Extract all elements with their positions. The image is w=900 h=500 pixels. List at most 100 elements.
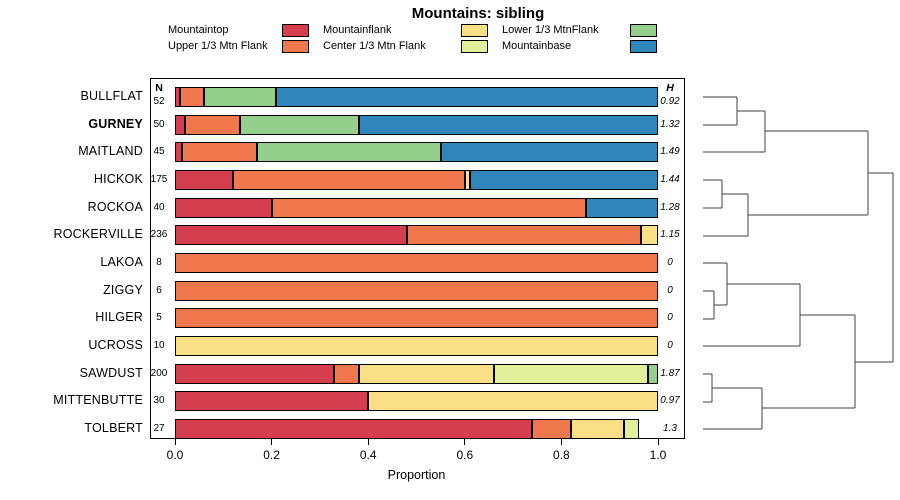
legend-item: Mountaintop	[168, 24, 309, 37]
legend-label: Mountainbase	[502, 40, 572, 52]
bar-segment	[493, 363, 649, 384]
legend-label: Mountaintop	[168, 24, 229, 36]
bar-segment	[232, 170, 465, 190]
row-label: ROCKOA	[87, 199, 143, 214]
bar-segment	[175, 280, 658, 301]
x-axis-tick	[367, 439, 369, 445]
chart-title: Mountains: sibling	[411, 5, 545, 22]
h-value: 0.92	[660, 96, 680, 107]
bar-segment	[175, 419, 533, 439]
x-axis-tick	[657, 439, 659, 445]
n-value: 52	[153, 96, 165, 107]
bar-segment	[571, 419, 625, 439]
bar-segment	[182, 142, 258, 163]
bar-segment	[175, 253, 658, 273]
n-value: 6	[156, 284, 162, 296]
x-tick-label: 0.4	[359, 448, 377, 462]
bar-segment	[641, 225, 658, 246]
n-value: 40	[153, 201, 165, 213]
legend-swatch	[282, 24, 309, 37]
row-label: MITTENBUTTE	[53, 393, 143, 408]
legend-item: Lower 1/3 MtnFlank	[502, 24, 657, 37]
legend-swatch	[282, 40, 309, 53]
x-axis-tick	[271, 439, 273, 445]
legend-item: Mountainbase	[502, 40, 657, 53]
bar-segment	[257, 142, 441, 163]
h-value: 1.49	[660, 146, 680, 158]
bar-segment	[440, 142, 658, 163]
h-value: 0	[667, 312, 673, 324]
bar-segment	[175, 170, 233, 190]
n-column-header: N	[155, 82, 163, 94]
row-label: UCROSS	[88, 338, 143, 352]
h-value: 1.28	[660, 201, 680, 213]
legend-label: Mountainflank	[323, 24, 392, 36]
x-tick-label: 0.2	[263, 448, 280, 462]
bar-segment	[585, 197, 658, 218]
row-label: ZIGGY	[103, 282, 143, 297]
bar-segment	[175, 391, 369, 412]
bar-segment	[175, 114, 185, 135]
bar-segment	[532, 419, 572, 439]
legend-label: Center 1/3 Mtn Flank	[323, 40, 426, 52]
legend-item: Upper 1/3 Mtn Flank	[168, 40, 309, 53]
legend-swatch	[461, 24, 488, 37]
legend-label: Lower 1/3 MtnFlank	[502, 24, 599, 36]
bar-segment	[334, 363, 359, 384]
n-value: 175	[150, 174, 168, 185]
h-column-header: H	[666, 82, 674, 94]
row-label: LAKOA	[100, 255, 143, 269]
x-axis-tick	[174, 439, 176, 445]
bar-segment	[464, 170, 470, 190]
legend-label: Upper 1/3 Mtn Flank	[168, 40, 268, 52]
bar-segment	[175, 308, 658, 329]
h-value: 1.44	[660, 174, 680, 185]
n-value: 30	[153, 395, 165, 407]
h-value: 1.87	[660, 367, 680, 379]
bar-segment	[276, 87, 658, 107]
h-value: 1.3	[663, 423, 677, 434]
bar-segment	[469, 170, 658, 190]
bar-segment	[406, 225, 642, 246]
bar-segment	[184, 114, 241, 135]
x-tick-label: 0.0	[166, 448, 184, 462]
bar-segment	[271, 197, 586, 218]
n-value: 200	[150, 367, 168, 379]
h-value: 0	[667, 284, 673, 296]
h-value: 0	[667, 257, 673, 268]
n-value: 45	[153, 146, 165, 158]
bar-segment	[368, 391, 658, 412]
legend: Mountaintop Mountainflank Lower 1/3 MtnFla…	[168, 24, 657, 53]
bar-segment	[358, 363, 494, 384]
n-value: 236	[150, 229, 168, 241]
legend-item: Center 1/3 Mtn Flank	[323, 40, 488, 53]
row-label: HICKOK	[93, 172, 143, 186]
row-label: SAWDUST	[79, 365, 143, 380]
bar-segment	[240, 114, 359, 135]
x-axis-title: Proportion	[387, 468, 446, 482]
bar-segment	[648, 363, 658, 384]
legend-swatch	[630, 24, 657, 37]
bar-segment	[175, 87, 180, 107]
bar-segment	[358, 114, 658, 135]
n-value: 5	[156, 312, 162, 324]
bar-segment	[175, 197, 272, 218]
h-value: 1.32	[660, 118, 680, 130]
bar-segment	[175, 363, 335, 384]
bar-segment	[175, 142, 183, 163]
h-value: 0	[667, 340, 673, 351]
legend-swatch	[630, 40, 657, 53]
x-tick-label: 1.0	[649, 448, 667, 462]
row-label: TOLBERT	[84, 421, 143, 435]
n-value: 50	[153, 118, 165, 130]
x-tick-label: 0.8	[553, 448, 570, 462]
row-label: BULLFLAT	[80, 89, 143, 103]
x-tick-label: 0.6	[456, 448, 474, 462]
row-label: HILGER	[95, 310, 143, 325]
row-label: MAITLAND	[78, 144, 143, 159]
legend-swatch	[461, 40, 488, 53]
bar-segment	[203, 87, 277, 107]
row-label: GURNEY	[88, 116, 143, 131]
bar-segment	[175, 225, 407, 246]
